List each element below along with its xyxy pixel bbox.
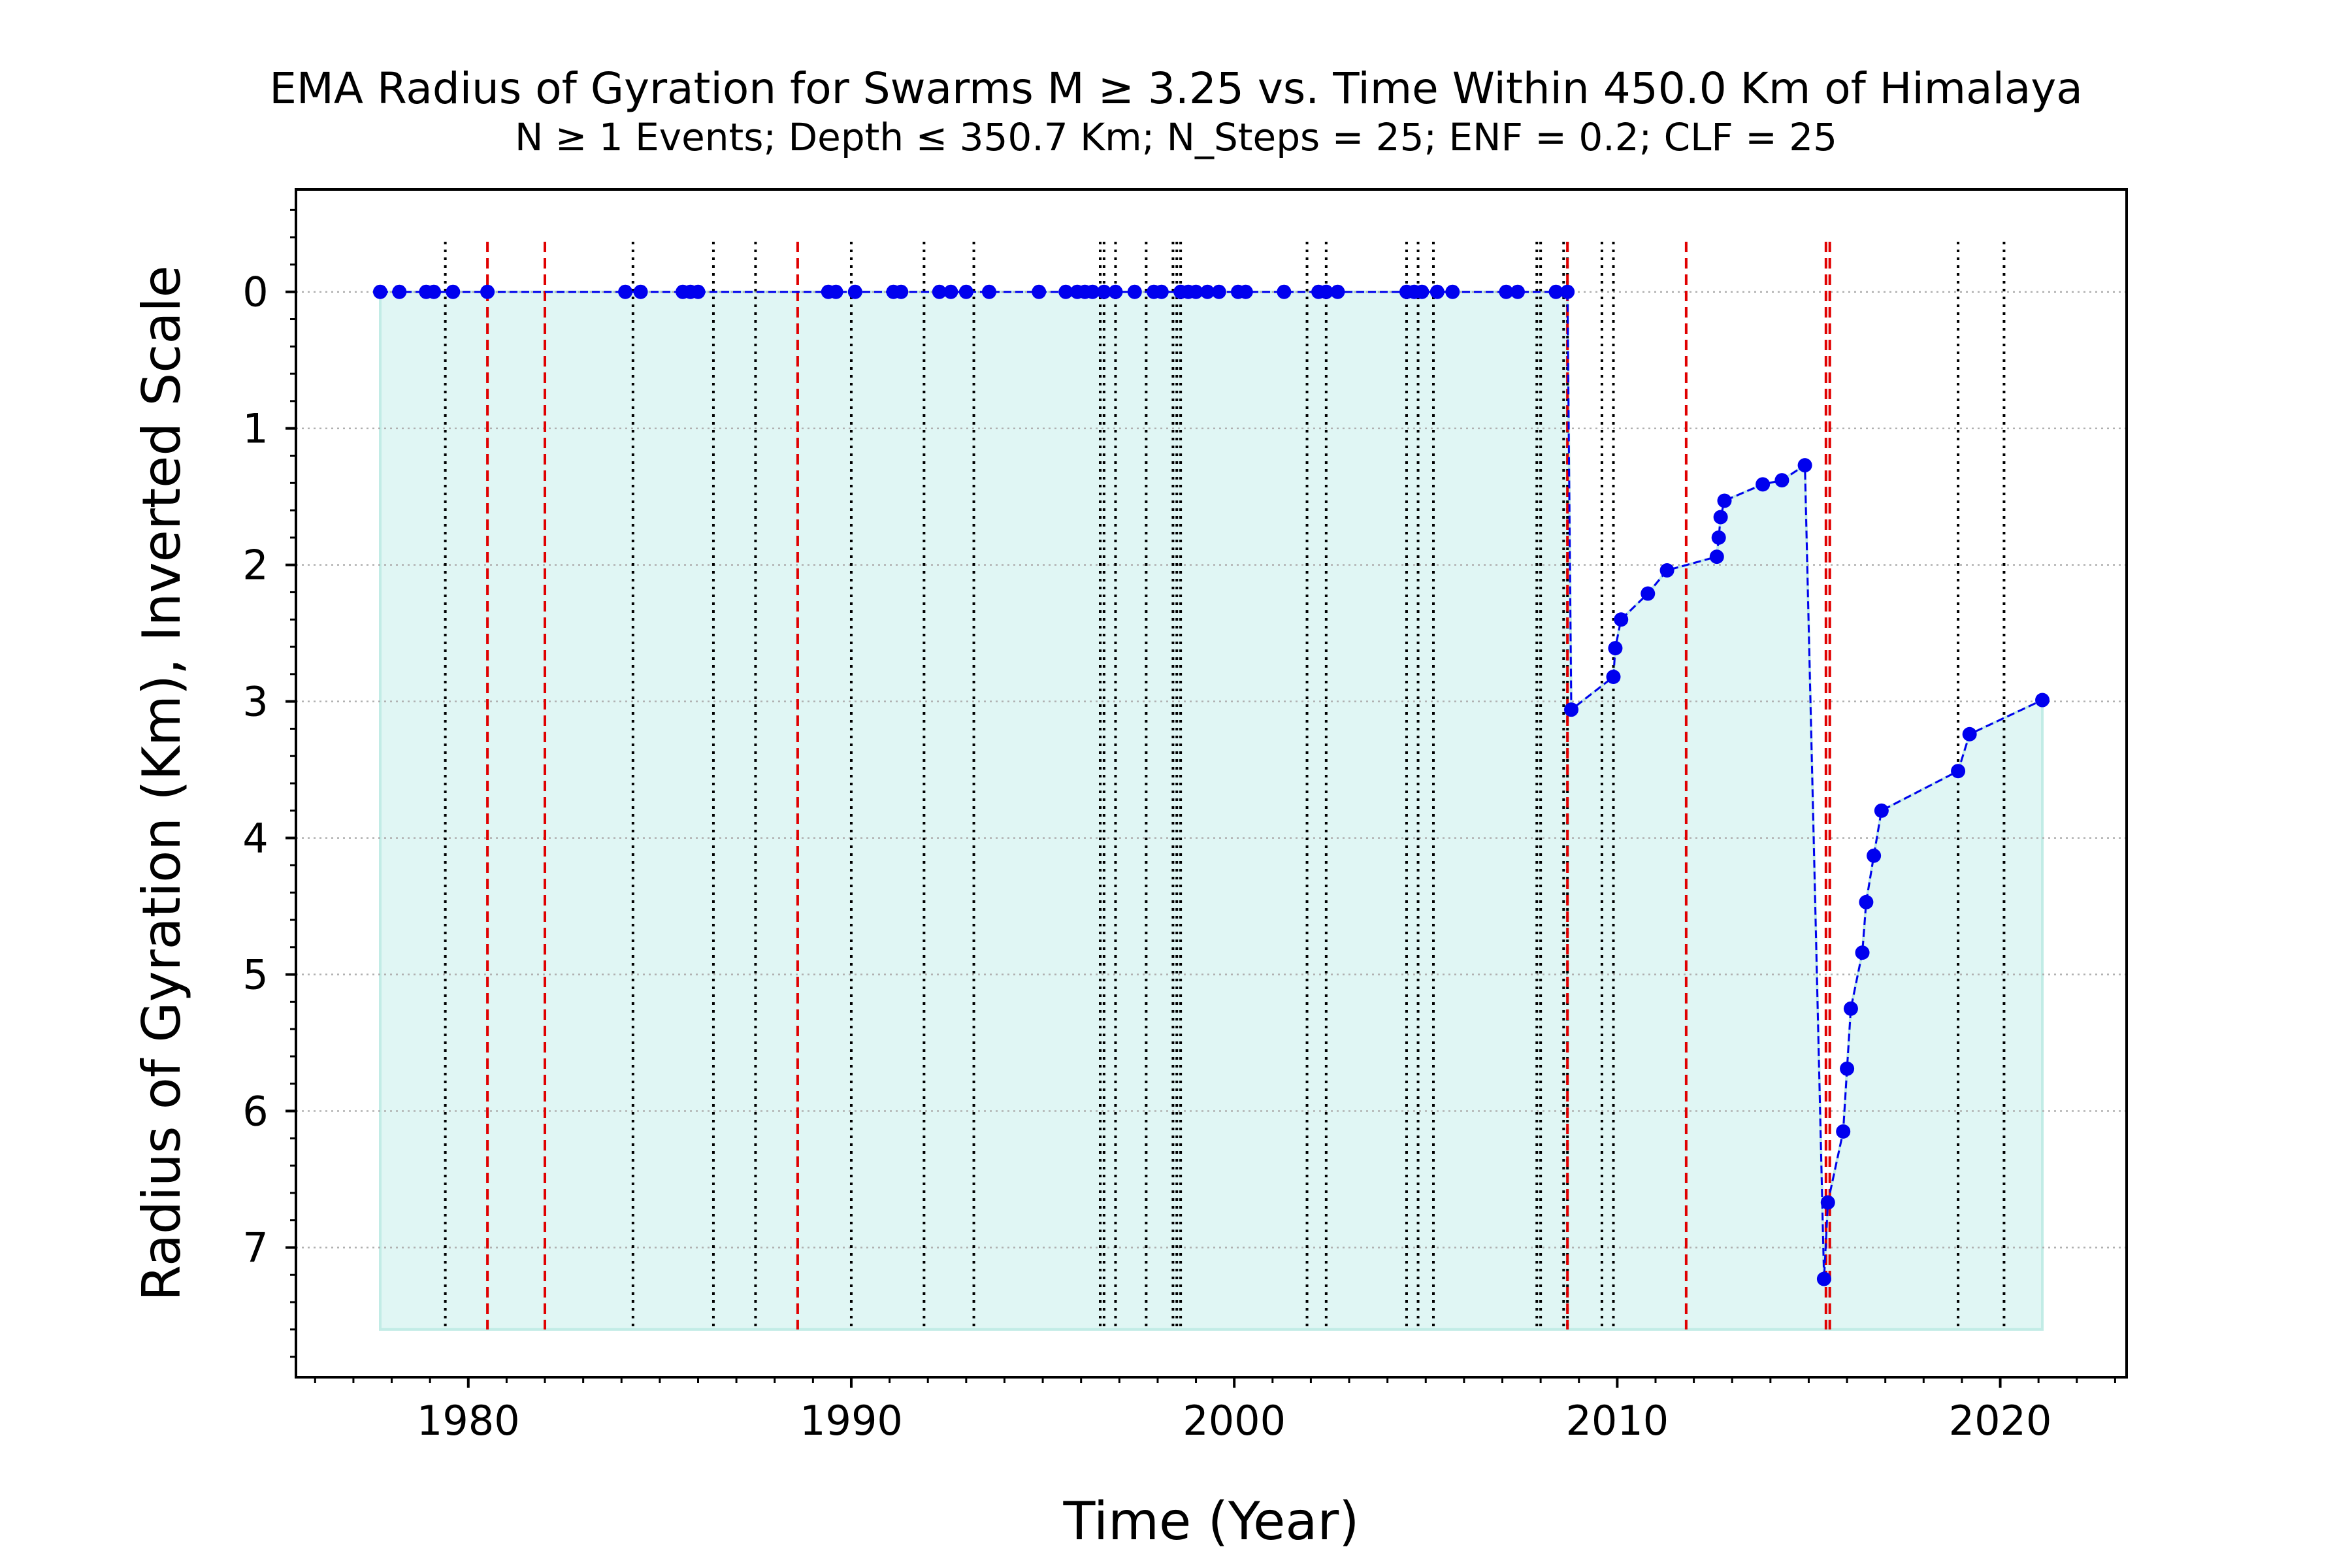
data-point xyxy=(1085,284,1100,299)
data-point xyxy=(982,284,997,299)
data-point xyxy=(958,284,973,299)
data-point xyxy=(932,284,947,299)
y-tick-label: 7 xyxy=(242,1224,268,1271)
x-tick-label: 2020 xyxy=(1949,1397,2052,1445)
data-point xyxy=(1709,549,1724,564)
data-point xyxy=(1154,284,1169,299)
x-tick-label: 2000 xyxy=(1183,1397,1286,1445)
data-point xyxy=(1318,284,1333,299)
y-axis: 0 1 2 3 4 5 6 7 xyxy=(242,208,296,1358)
data-point xyxy=(1962,727,1977,742)
data-point xyxy=(1211,284,1226,299)
data-point xyxy=(1843,1001,1858,1016)
data-point xyxy=(1548,284,1563,299)
data-point xyxy=(1499,284,1514,299)
data-point xyxy=(1711,530,1726,545)
x-axis-label: Time (Year) xyxy=(1062,1491,1359,1552)
data-point xyxy=(1659,563,1674,578)
y-tick-label: 6 xyxy=(242,1088,268,1135)
y-tick-label: 5 xyxy=(242,951,268,999)
x-axis: 1980 1990 2000 2010 2020 xyxy=(314,1377,2116,1445)
data-point xyxy=(1614,612,1629,627)
data-point xyxy=(1510,284,1525,299)
data-point xyxy=(1859,894,1874,909)
plot-area xyxy=(295,188,2128,1379)
data-point xyxy=(1564,702,1579,717)
y-tick-label: 4 xyxy=(242,815,268,862)
data-point xyxy=(1840,1061,1855,1076)
x-tick-label: 1980 xyxy=(417,1397,520,1445)
data-point xyxy=(446,284,461,299)
data-point xyxy=(1756,477,1771,492)
data-point xyxy=(1820,1195,1835,1210)
data-point xyxy=(1717,493,1732,508)
data-point xyxy=(1560,284,1575,299)
data-point xyxy=(1188,284,1203,299)
data-point xyxy=(633,284,648,299)
y-tick-label: 1 xyxy=(242,405,268,453)
data-point xyxy=(1330,284,1345,299)
data-point xyxy=(1713,510,1728,525)
data-point xyxy=(1867,848,1882,863)
data-point xyxy=(1058,284,1073,299)
y-tick-label: 0 xyxy=(242,269,268,316)
data-point xyxy=(372,284,387,299)
data-point xyxy=(1774,473,1789,488)
data-point xyxy=(1096,284,1111,299)
data-point xyxy=(1127,284,1142,299)
data-point xyxy=(1836,1124,1851,1139)
data-point xyxy=(1608,641,1623,656)
data-point xyxy=(1238,284,1253,299)
data-point xyxy=(1414,284,1429,299)
data-point xyxy=(691,284,706,299)
data-point xyxy=(1108,284,1123,299)
data-point xyxy=(828,284,843,299)
data-point xyxy=(1951,764,1966,779)
data-point xyxy=(1032,284,1047,299)
data-point xyxy=(1874,803,1889,818)
data-point xyxy=(427,284,442,299)
data-point xyxy=(894,284,909,299)
y-tick-label: 3 xyxy=(242,678,268,726)
event-lines-layer xyxy=(444,242,2006,1330)
data-point xyxy=(1200,284,1215,299)
x-tick-label: 1990 xyxy=(800,1397,903,1445)
data-point xyxy=(618,284,633,299)
data-point xyxy=(2035,693,2050,708)
series-layer xyxy=(372,284,2050,1286)
data-point xyxy=(1429,284,1445,299)
data-point xyxy=(480,284,495,299)
y-tick-label: 2 xyxy=(242,542,268,589)
chart-subtitle: N ≥ 1 Events; Depth ≤ 350.7 Km; N_Steps … xyxy=(515,115,1837,159)
data-point xyxy=(1797,458,1812,473)
data-point xyxy=(1816,1271,1831,1286)
data-point xyxy=(1855,945,1870,960)
data-point xyxy=(1277,284,1292,299)
data-point xyxy=(1641,586,1656,601)
data-point xyxy=(1445,284,1460,299)
data-point xyxy=(392,284,407,299)
chart-title: EMA Radius of Gyration for Swarms M ≥ 3.… xyxy=(269,63,2083,114)
data-point xyxy=(943,284,958,299)
data-point xyxy=(847,284,862,299)
data-point xyxy=(1606,670,1621,685)
y-axis-label: Radius of Gyration (Km), Inverted Scale xyxy=(131,265,192,1301)
x-tick-label: 2010 xyxy=(1565,1397,1669,1445)
